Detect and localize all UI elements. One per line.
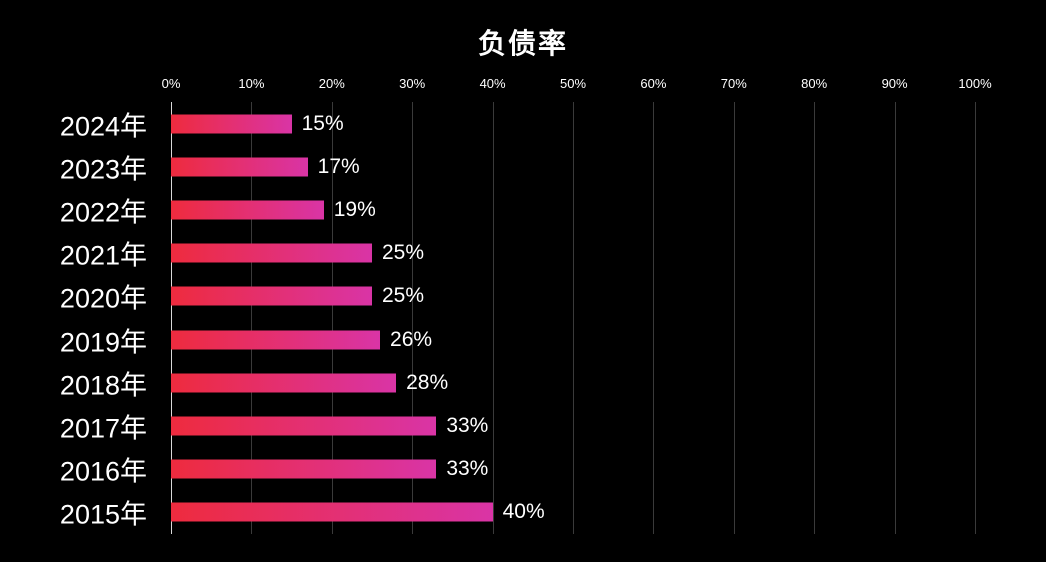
value-label: 33% [446, 457, 489, 481]
category-label: 2021年 [59, 240, 147, 271]
bar [171, 157, 308, 177]
bar-row: 2020年 25% [60, 275, 975, 318]
bar [171, 286, 372, 306]
x-axis-tick-label: 20% [318, 76, 345, 91]
category-label: 2022年 [59, 197, 147, 228]
value-label: 17% [317, 154, 360, 178]
gridline [412, 102, 414, 534]
x-axis-tick-label: 0% [161, 76, 181, 91]
bar [171, 330, 381, 350]
x-axis-tick-row: 0% 10% 20% 30% 40% 50% 60% 70% 80% 90% 100% [162, 76, 992, 94]
value-label: 33% [446, 414, 489, 438]
bar-row: 2016年 33% [60, 448, 975, 491]
gridlines-layer [171, 102, 976, 534]
x-axis-tick-label: 70% [720, 76, 747, 91]
bar [171, 373, 397, 393]
gridline [251, 102, 253, 534]
bar [171, 416, 437, 436]
category-label: 2024年 [59, 111, 147, 142]
bar [171, 114, 292, 134]
bar-rows-layer: 2024年 15% 2023年 17% 2022年 19% 2021年 25% 2020年 25%… [60, 102, 975, 534]
value-label: 25% [382, 241, 425, 265]
bar [171, 459, 437, 479]
bar-row: 2017年 33% [60, 404, 975, 447]
category-label: 2019年 [59, 327, 147, 358]
category-label: 2020年 [59, 283, 147, 314]
value-label: 19% [333, 198, 376, 221]
x-axis-tick-label: 80% [801, 76, 828, 91]
category-label: 2018年 [59, 370, 147, 401]
bar-row: 2015年 40% [60, 491, 975, 534]
x-axis-tick-label: 60% [640, 76, 667, 91]
bar [171, 200, 324, 220]
y-axis-line [171, 102, 172, 534]
gridline [894, 102, 896, 534]
x-axis-tick-label: 40% [479, 76, 506, 91]
chart-title: 负债率 [477, 28, 568, 59]
gridline [975, 102, 976, 534]
category-label: 2016年 [59, 456, 147, 487]
value-label: 15% [301, 111, 344, 135]
gridline [733, 102, 735, 534]
category-label: 2017年 [59, 413, 147, 444]
plot-area: 2024年 15% 2023年 17% 2022年 19% 2021年 25% 2020年 25%… [60, 102, 976, 534]
category-label: 2015年 [59, 499, 147, 530]
bar [171, 502, 493, 522]
gridline [492, 102, 494, 534]
x-axis-tick-label: 30% [399, 76, 426, 91]
bar-row: 2018年 28% [60, 361, 975, 404]
value-label: 40% [502, 500, 545, 524]
value-label: 25% [382, 284, 425, 308]
bar [171, 243, 372, 263]
x-axis-tick-label: 100% [958, 76, 992, 91]
gridline [814, 102, 816, 534]
bar-row: 2019年 26% [60, 318, 975, 361]
x-axis-tick-label: 10% [238, 76, 265, 91]
gridline [653, 102, 655, 534]
x-axis-tick-label: 50% [559, 76, 587, 91]
x-axis-tick-label: 90% [881, 76, 908, 91]
bar-row: 2021年 25% [60, 232, 975, 275]
bar-row: 2023年 17% [60, 145, 975, 188]
gridline [331, 102, 333, 534]
gridline [573, 102, 574, 534]
category-label: 2023年 [59, 154, 147, 185]
value-label: 28% [406, 370, 449, 394]
value-label: 26% [390, 327, 433, 351]
bar-row: 2024年 15% [60, 102, 975, 145]
bar-row: 2022年 19% [60, 188, 975, 231]
